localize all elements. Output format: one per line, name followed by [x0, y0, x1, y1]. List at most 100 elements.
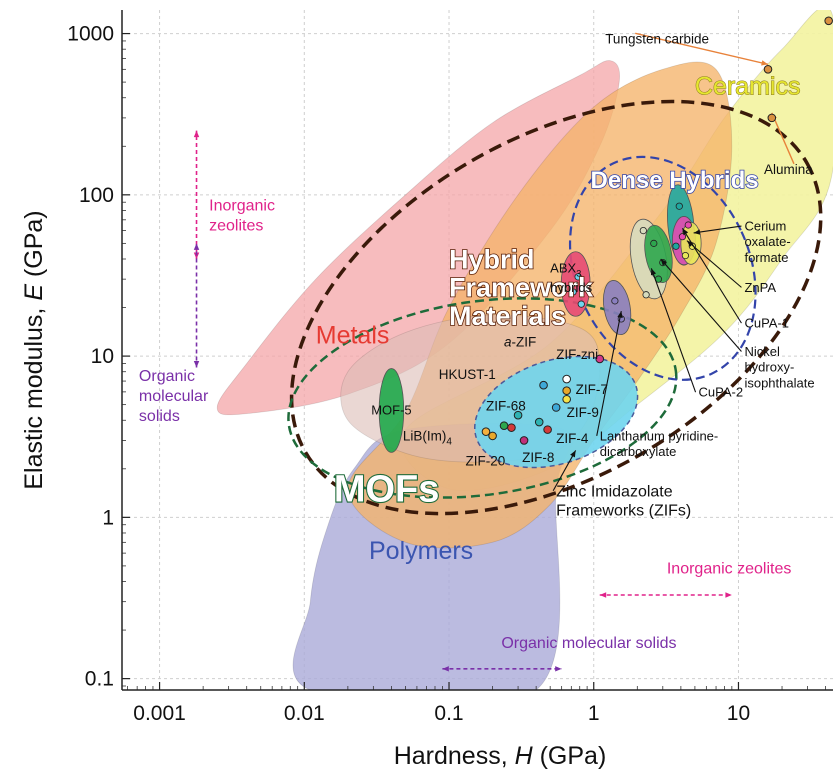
x-tick-label: 0.01 [284, 702, 325, 725]
pointer-arrowhead [761, 60, 769, 66]
range-arrowhead-end [725, 592, 732, 598]
range-arrowhead-start [442, 666, 449, 672]
range-inorganic-zeolites-vertical [193, 130, 200, 260]
range-arrowhead-end [555, 666, 562, 672]
annotation-pointer [660, 258, 742, 352]
annotation-pointer [693, 225, 742, 234]
x-tick-label: 0.1 [434, 702, 463, 725]
subgroup-dot [574, 273, 582, 281]
range-arrowhead-end [193, 130, 200, 138]
region-label-metals: Metals [316, 321, 390, 349]
y-tick-label: 0.1 [85, 668, 114, 691]
point-zif-zni [595, 354, 605, 364]
range-label-inorganic-zeolites: Inorganic zeolites [209, 197, 275, 234]
annotation-cupa-1: CuPA-1 [744, 316, 789, 331]
subgroup-dot [675, 202, 683, 210]
region-label-ceramics: Ceramics [695, 72, 801, 100]
range-arrowhead-start [193, 252, 200, 260]
point-label-alumina: Alumina [764, 162, 813, 177]
subgroup-dot [650, 239, 658, 247]
point-hkust-1 [539, 380, 548, 390]
y-tick-label: 100 [79, 184, 114, 207]
point-unlabeled [488, 431, 497, 441]
point-lib-im-4 [481, 427, 491, 436]
subgroup-dot [569, 288, 577, 296]
annotation-znpa: ZnPA [744, 280, 776, 295]
point-zif-8 [519, 436, 529, 445]
point-label-lib-im-4: LiB(Im)4 [403, 428, 453, 447]
point-label-a-zif: a-ZIF [504, 334, 536, 349]
point-label-zif-9: ZIF-9 [567, 405, 599, 420]
annotation-cupa-2: CuPA-2 [699, 385, 744, 400]
point-zif-4 [543, 425, 552, 434]
annotation-arrows [193, 32, 795, 672]
labels: Ceramics Metals Polymers Hybrid Framework Mat… [139, 31, 815, 652]
y-axis-label: Elastic modulus, E (GPa) [20, 210, 48, 489]
annotation-arrowhead [650, 268, 657, 276]
range-arrowhead-start [193, 361, 200, 368]
range-organic-molecular-solids-vertical [193, 243, 200, 368]
y-tick-label: 1 [102, 506, 114, 529]
point-label-zif-20: ZIF-20 [466, 453, 506, 468]
point-unlabeled [824, 16, 833, 26]
annotation-arrowhead [617, 311, 623, 318]
point-label-tungsten-carbide: Tungsten carbide [605, 31, 709, 46]
region-label-polymers: Polymers [369, 537, 473, 565]
point-label-zif-zni: ZIF-zni [556, 347, 598, 362]
subgroup-dot [678, 233, 687, 241]
ellipse-dense-hybrids [568, 155, 757, 381]
subgroup-dot [672, 242, 680, 250]
annotation-arrowhead [682, 228, 689, 236]
point-unlabeled [534, 417, 544, 427]
annotation-nickel-hydroxy-isophthalate: Nickel hydroxy-isophthalate [744, 344, 814, 390]
point-label-zif-7: ZIF-7 [576, 382, 608, 397]
point-zif-68 [513, 410, 523, 420]
point-alumina [767, 113, 777, 123]
subgroup-dot [681, 251, 690, 260]
ellipse-hybrid-framework-materials [289, 99, 823, 516]
subgroup-abx3-hybrids [560, 251, 591, 317]
axes: 0.001 0.01 0.1 1 10 0.1 1 10 100 1000 [67, 10, 833, 725]
point-label-hkust-1: HKUST-1 [439, 367, 496, 382]
x-tick-label: 1 [588, 702, 600, 725]
point-zif-9 [551, 403, 561, 412]
point-zif-7 [562, 386, 571, 396]
ellipse-zinc-imidazolate-frameworks-zifs [474, 355, 639, 469]
subgroup-dot [611, 297, 619, 305]
family-label-dense-hybrids: Dense Hybrids [591, 167, 759, 194]
family-label-hybrid-framework-materials: Hybrid Framework Materials [449, 244, 594, 331]
pointer-line [771, 112, 795, 165]
annotation-pointer [596, 311, 622, 436]
annotation-abx-hybrids: ABX3 hybrids [550, 260, 592, 295]
pointer-line [635, 32, 769, 66]
annotation-arrowhead [570, 450, 576, 458]
annotation-cerium-oxalate-formate: Cerium oxalate-formate [744, 219, 790, 265]
point-unlabeled [507, 423, 516, 432]
range-organic-molecular-solids-horizontal [442, 666, 562, 672]
family-label-mofs: MOFs [334, 469, 440, 511]
annotation-pointer [681, 228, 742, 324]
range-label-organic-molecular-solids: Organic molecular solids [139, 368, 209, 425]
x-axis-label: Hardness, H (GPa) [394, 742, 607, 770]
annotation-pointer [552, 450, 577, 492]
point-tungsten-carbide [763, 65, 773, 74]
annotation-pointer [686, 240, 742, 288]
subgroup-dot [639, 227, 647, 235]
point-unlabeled [562, 394, 571, 404]
annotation-arrowhead [660, 259, 667, 266]
subgroup-dot [684, 221, 692, 229]
data-points [481, 16, 833, 445]
x-tick-label: 0.001 [133, 702, 186, 725]
y-tick-label: 10 [91, 345, 114, 368]
subgroup-dot [577, 300, 585, 308]
annotation-zinc-imidazolate-frameworks-zifs: Zinc Imidazolate Frameworks (ZIFs) [556, 483, 691, 519]
annotation-pointer [650, 268, 697, 393]
x-tick-label: 10 [727, 702, 750, 725]
family-ellipses [287, 99, 823, 516]
point-label-zif-4: ZIF-4 [556, 431, 589, 446]
range-inorganic-zeolites-horizontal [599, 592, 732, 598]
range-label-organic-molecular-solids: Organic molecular solids [501, 635, 676, 652]
ellipse-mofs [287, 297, 678, 499]
range-label-inorganic-zeolites: Inorganic zeolites [667, 560, 792, 577]
